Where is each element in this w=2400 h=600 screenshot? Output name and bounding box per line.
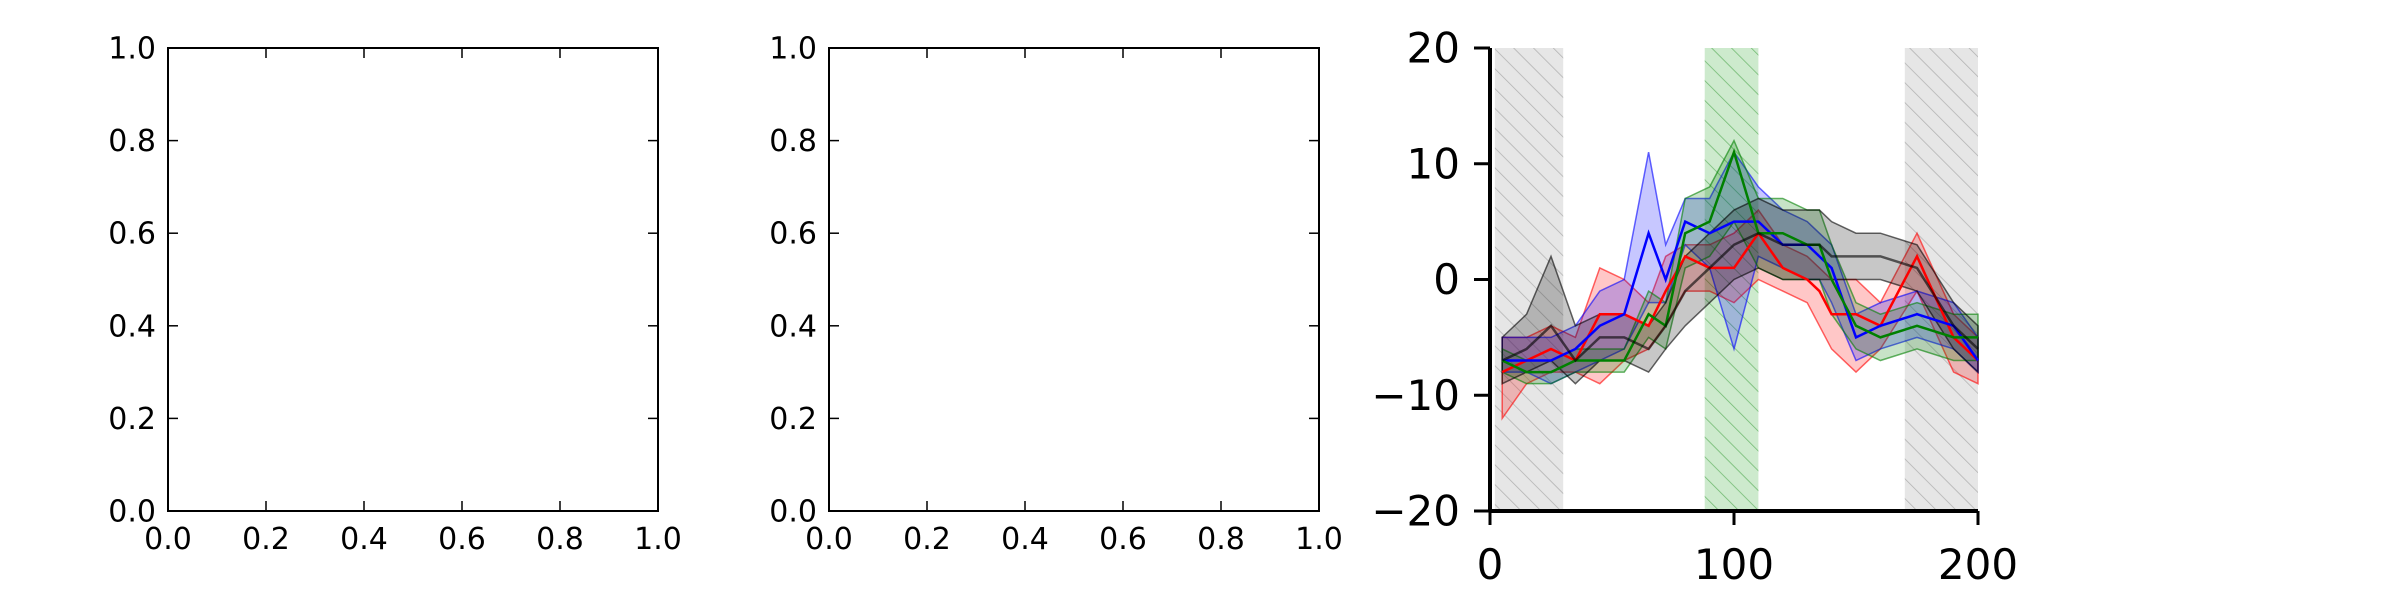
x-tick-label: 0.8	[536, 522, 584, 557]
y-tick-label: 20	[1407, 24, 1460, 73]
x-tick-label: 0.6	[1099, 522, 1147, 557]
x-tick-label: 0.8	[1197, 522, 1245, 557]
y-tick-label: 1.0	[108, 32, 156, 67]
series-line	[1501, 231, 1979, 374]
x-tick-label: 200	[1938, 540, 2018, 589]
panel-2: 0.0 0.2 0.4 0.6 0.8 1.0 0.0 0.2 0.4 0.6 0.8 1.0	[769, 32, 1343, 558]
x-tick-label: 0.4	[340, 522, 388, 557]
y-tick-label: 0	[1433, 255, 1460, 304]
y-tick-label: 0.4	[769, 309, 817, 344]
y-tick-label: −20	[1371, 487, 1460, 536]
x-tick-label: 0.2	[242, 522, 290, 557]
x-tick-label: 0.0	[805, 522, 853, 557]
x-tick-label: 0	[1477, 540, 1504, 589]
x-tick-label: 0.4	[1001, 522, 1049, 557]
shaded-region-hatch	[1494, 48, 1564, 511]
plot-frame	[828, 47, 1320, 512]
y-tick-label: 0.0	[769, 495, 817, 530]
y-tick-label: 0.6	[108, 217, 156, 252]
x-tick-label: 1.0	[634, 522, 682, 557]
x-tick-label: 0.2	[903, 522, 951, 557]
series-line	[1501, 231, 1979, 363]
y-tick-label: 0.0	[108, 495, 156, 530]
y-tick-label: 0.4	[108, 309, 156, 344]
shaded-region-hatch	[1904, 48, 1978, 511]
panel-1: 0.0 0.2 0.4 0.6 0.8 1.0 0.0 0.2 0.4 0.6 0.8 1.0	[108, 32, 682, 558]
x-tick-label: 0.6	[438, 522, 486, 557]
panel-3: 0 100 200 −20 −10 0 10 20	[1371, 24, 2018, 589]
y-tick-label: 0.6	[769, 217, 817, 252]
y-tick-label: 0.8	[769, 124, 817, 159]
series-line	[1501, 148, 1978, 374]
x-tick-label: 0.0	[144, 522, 192, 557]
plot-frame	[167, 47, 659, 512]
x-tick-label: 1.0	[1295, 522, 1343, 557]
y-tick-label: 0.8	[108, 124, 156, 159]
series-line	[1502, 219, 1980, 362]
x-tick-label: 100	[1694, 540, 1774, 589]
y-tick-label: 10	[1407, 139, 1460, 188]
y-tick-label: 1.0	[769, 32, 817, 67]
y-tick-label: −10	[1371, 371, 1460, 420]
y-tick-label: 0.2	[769, 402, 817, 437]
y-tick-label: 0.2	[108, 402, 156, 437]
